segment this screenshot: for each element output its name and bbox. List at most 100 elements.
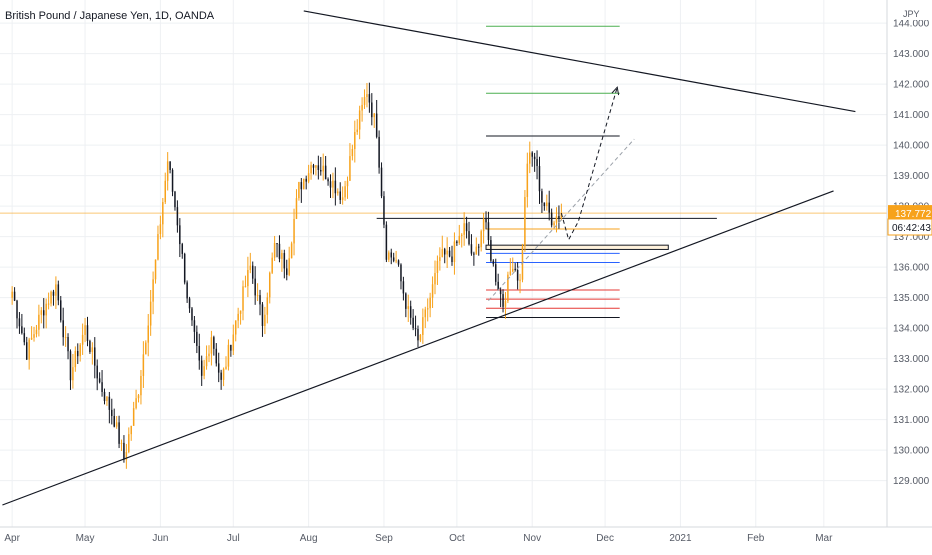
candle-down: [21, 326, 23, 334]
candle-up: [526, 163, 529, 198]
candle-up: [128, 434, 130, 452]
candle-up: [271, 257, 273, 273]
candle-up: [458, 235, 461, 244]
candle-down: [52, 291, 55, 296]
candle-down: [339, 191, 341, 200]
candle-down: [492, 260, 495, 265]
candle-down: [67, 337, 69, 352]
candle-down: [94, 347, 96, 366]
candle-up: [303, 178, 305, 190]
candle-down: [317, 165, 320, 170]
candle-down: [485, 218, 487, 223]
candle-up: [349, 156, 351, 181]
candle-down: [312, 165, 315, 168]
candle-down: [378, 136, 380, 168]
candle-up: [507, 274, 509, 302]
candle-down: [417, 328, 419, 341]
candle-up: [356, 129, 358, 132]
candle-down: [174, 191, 176, 208]
candle-down: [42, 310, 45, 316]
candle-down: [494, 264, 497, 282]
candle-up: [40, 310, 43, 315]
candle-down: [536, 159, 538, 167]
candle-up: [79, 344, 81, 357]
candle-down: [259, 295, 261, 305]
candle-down: [96, 365, 98, 379]
candle-down: [320, 169, 322, 172]
candle-down: [327, 179, 329, 182]
candle-up: [115, 422, 118, 427]
candle-up: [135, 398, 137, 409]
candle-up: [366, 94, 368, 98]
candle-down: [392, 257, 395, 261]
candle-up: [429, 297, 431, 309]
y-tick-label: 140.000: [893, 141, 930, 152]
candle-down: [383, 196, 385, 225]
candle-up: [166, 161, 169, 181]
y-tick-label: 137.000: [893, 232, 930, 243]
candle-down: [69, 351, 72, 381]
candle-down: [13, 291, 16, 301]
candle-down: [405, 293, 407, 309]
candle-down: [300, 182, 303, 190]
candle-up: [310, 165, 312, 174]
candle-up: [106, 396, 108, 402]
candle-up: [237, 313, 239, 321]
candle-up: [346, 180, 349, 187]
candle-up: [422, 317, 424, 335]
candle-down: [414, 328, 417, 330]
candle-down: [465, 223, 468, 232]
candle-down: [456, 241, 458, 244]
y-tick-label: 142.000: [893, 80, 930, 91]
candle-down: [217, 363, 220, 373]
candle-down: [278, 243, 281, 259]
candle-down: [502, 294, 504, 307]
x-tick-label: Jun: [152, 533, 168, 544]
y-tick-label: 139.000: [893, 171, 930, 182]
candle-up: [11, 291, 13, 298]
candle-down: [468, 231, 470, 245]
candle-up: [50, 291, 52, 304]
candle-down: [179, 225, 181, 245]
candle-up: [281, 253, 283, 259]
candle-up: [162, 202, 164, 225]
candle-up: [293, 218, 295, 244]
x-tick-label: Mar: [815, 533, 833, 544]
candle-up: [388, 252, 390, 260]
candle-down: [230, 344, 232, 351]
y-tick-label: 132.000: [893, 385, 930, 396]
candle-up: [436, 260, 439, 273]
candle-up: [419, 334, 422, 341]
candle-up: [38, 314, 40, 330]
candle-down: [531, 152, 533, 157]
candle-down: [183, 253, 186, 283]
candle-up: [475, 246, 478, 255]
candles: [11, 82, 563, 469]
candle-up: [344, 186, 346, 198]
candle-up: [154, 259, 157, 280]
candle-up: [482, 218, 485, 232]
lower-trendline: [2, 190, 834, 506]
candle-up: [72, 367, 74, 381]
candle-down: [171, 169, 174, 192]
projection-arrowhead: [611, 86, 620, 96]
upper-trendline: [303, 10, 856, 113]
candle-down: [188, 298, 191, 309]
candle-up: [395, 260, 397, 262]
candle-up: [560, 213, 563, 219]
candle-up: [290, 243, 293, 259]
candle-down: [538, 166, 541, 192]
candle-up: [434, 272, 436, 285]
candle-up: [441, 249, 444, 258]
candle-up: [358, 110, 361, 130]
chart-title: British Pound / Japanese Yen, 1D, OANDA: [5, 10, 215, 22]
candle-up: [446, 250, 448, 255]
candle-down: [57, 284, 60, 301]
candle-up: [210, 337, 213, 354]
candle-down: [169, 161, 171, 170]
candle-up: [307, 173, 310, 182]
candle-up: [74, 350, 77, 368]
